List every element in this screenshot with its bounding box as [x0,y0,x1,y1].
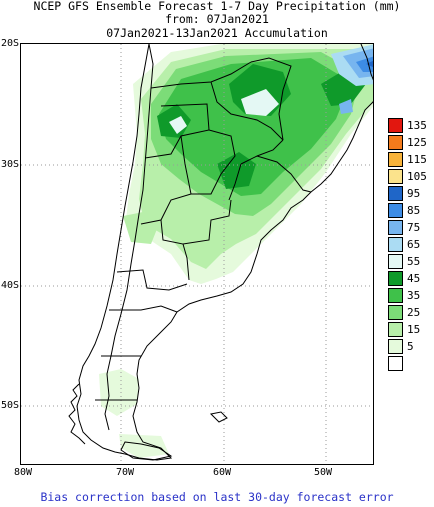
legend-swatch-zero [388,356,403,371]
legend-label-65: 65 [407,238,421,251]
map-canvas [21,44,373,464]
legend-swatch-65 [388,237,403,252]
lon-label-50w: 50W [314,467,333,478]
atlantic-coastline [124,100,373,461]
legend-label-5: 5 [407,340,414,353]
precip-85mm-ne [356,56,373,72]
legend-label-95: 95 [407,187,421,200]
border-rio-uruguay [228,163,242,201]
brazil-coast-north [360,44,373,81]
accumulation-period: 07Jan2021-13Jan2021 Accumulation [106,26,328,40]
legend-swatch-85 [388,203,403,218]
legend-swatch-45 [388,271,403,286]
precip-55mm-core-west [169,116,187,134]
legend-swatch-105 [388,169,403,184]
lat-label-30s: 30S [1,159,20,170]
legend-swatch-125 [388,135,403,150]
border-andes [104,44,154,431]
precip-5mm-fuego [119,434,169,458]
legend-label-35: 35 [407,289,421,302]
legend-label-135: 135 [407,119,427,132]
legend-label-25: 25 [407,306,421,319]
chilean-fjords [68,383,86,445]
bias-correction-note: Bias correction based on last 30-day for… [40,490,394,504]
coastlines [68,44,373,461]
forecast-start-date: from: 07Jan2021 [165,12,269,26]
prov-7 [109,305,178,313]
pacific-coastline [76,44,150,455]
legend-label-15: 15 [407,323,421,336]
precip-55mm-core [241,89,279,116]
legend-swatch-115 [388,152,403,167]
border-uruguay [240,155,312,193]
legend-swatch-95 [388,186,403,201]
legend-label-85: 85 [407,204,421,217]
legend-label-55: 55 [407,255,421,268]
prov-5 [182,199,232,245]
legend-label-115: 115 [407,153,427,166]
legend-label-125: 125 [407,136,427,149]
prov-3 [191,129,236,195]
precip-75mm-coast [339,99,353,114]
graticule [21,44,373,464]
legend-swatch-55 [388,254,403,269]
falklands [209,411,228,423]
precip-15mm-west [123,212,157,244]
lat-label-40s: 40S [1,280,20,291]
legend-label-75: 75 [407,221,421,234]
lon-label-70w: 70W [116,467,135,478]
lat-label-50s: 50S [1,400,20,411]
legend-swatch-5 [388,339,403,354]
prov-2 [140,135,192,225]
map-title: NCEP GFS Ensemble Forecast 1-7 Day Preci… [33,0,401,13]
legend-swatch-35 [388,288,403,303]
precipitation-map [20,43,374,465]
border-paraguay [210,81,284,141]
lat-label-20s: 20S [1,38,20,49]
borders [95,44,312,431]
border-brazil-arg [256,139,284,157]
lon-label-80w: 80W [14,467,33,478]
lon-label-60w: 60W [213,467,232,478]
legend-label-45: 45 [407,272,421,285]
legend-swatch-15 [388,322,403,337]
prov-1 [144,103,210,159]
legend-label-105: 105 [407,170,427,183]
legend-swatch-75 [388,220,403,235]
prov-6 [116,269,188,291]
precip-95mm-ne [366,60,373,68]
legend-swatch-25 [388,305,403,320]
legend-swatch-135 [388,118,403,133]
border-brazil-paraguay [250,57,292,141]
precip-5mm-south [99,369,139,416]
tierra-del-fuego [120,441,173,461]
precip-shading [99,44,373,458]
precip-35mm-area [159,58,351,196]
